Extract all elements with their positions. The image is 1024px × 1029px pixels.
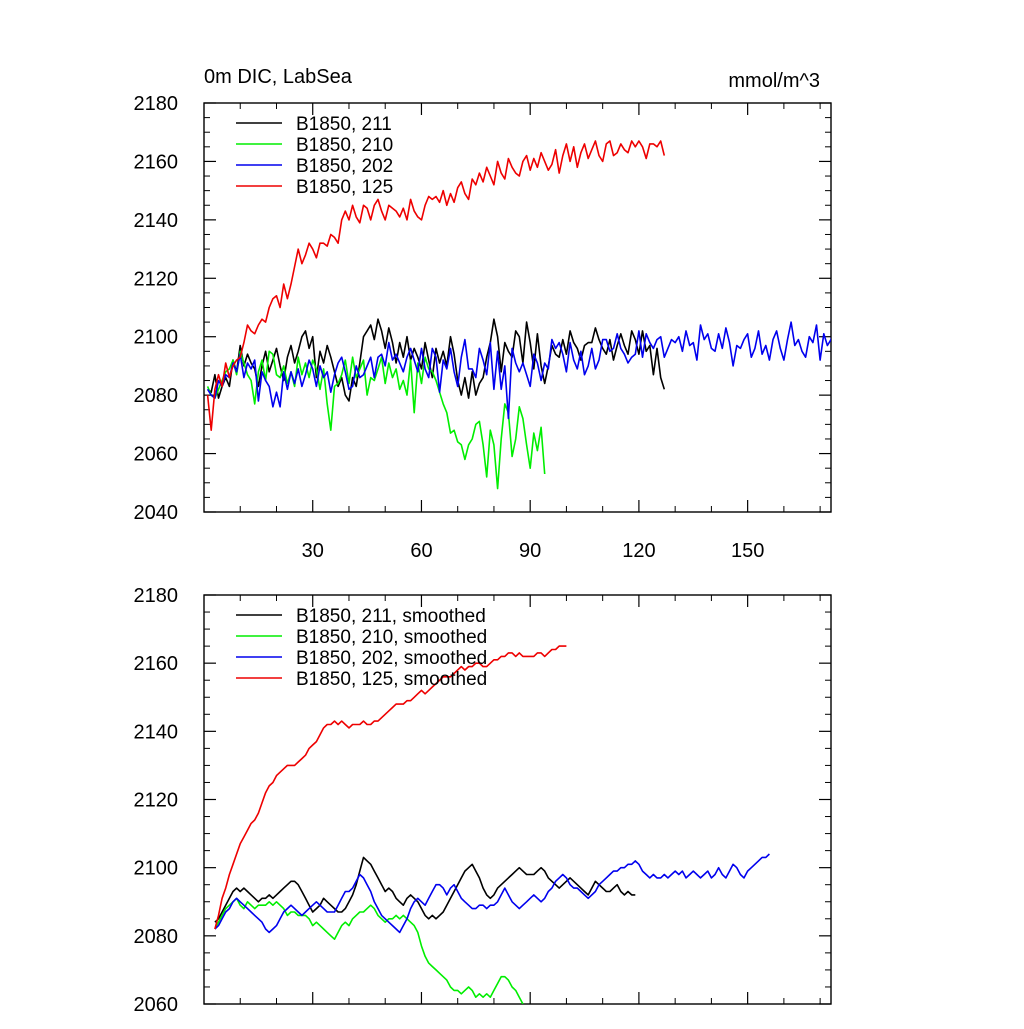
panel-top: 30 60 90 120 150 2040 2060 2080 2100 2120 2140 2160… [134,93,832,562]
y-tick-label: 2140 [134,210,179,232]
y-tick-label: 2060 [134,994,179,1016]
x-tick-label: 150 [731,540,764,562]
y-tick-label: 2100 [134,327,179,349]
series-line [206,321,831,420]
legend-label: B1850, 202 [296,156,393,177]
y-tick-label: 2100 [134,858,179,880]
y-tick-label: 2180 [134,93,179,115]
y-tick-label: 2120 [134,268,179,290]
legend-label: B1850, 211, smoothed [296,606,486,627]
panel-bottom: 2060 2080 2100 2120 2140 2160 2180 B1850, 211, … [134,585,832,1016]
legend-label: B1850, 210, smoothed [296,627,487,648]
series-line [206,350,546,490]
series-line [214,856,636,923]
chart-title: 0m DIC, LabSea [204,66,353,88]
y-tick-label: 2160 [134,653,179,675]
y-tick-label: 2160 [134,151,179,173]
series-line [214,645,567,930]
series-line [214,897,524,1004]
legend-label: B1850, 125, smoothed [296,669,487,690]
y-tick-label: 2120 [134,790,179,812]
series-line [207,318,666,402]
units-label: mmol/m^3 [728,70,820,92]
series-line [214,853,770,934]
y-tick-label: 2060 [134,444,179,466]
legend-label: B1850, 211 [296,114,392,135]
x-tick-label: 30 [302,540,324,562]
series-line [206,140,666,432]
legend-label: B1850, 125 [296,177,393,198]
y-tick-label: 2080 [134,926,179,948]
legend-label: B1850, 202, smoothed [296,648,487,669]
x-tick-label: 90 [519,540,541,562]
y-tick-label: 2140 [134,721,179,743]
x-tick-label: 120 [622,540,655,562]
x-tick-label: 60 [410,540,432,562]
y-tick-label: 2080 [134,385,179,407]
legend-label: B1850, 210 [296,135,393,156]
y-tick-label: 2040 [134,502,179,524]
y-tick-label: 2180 [134,585,179,607]
